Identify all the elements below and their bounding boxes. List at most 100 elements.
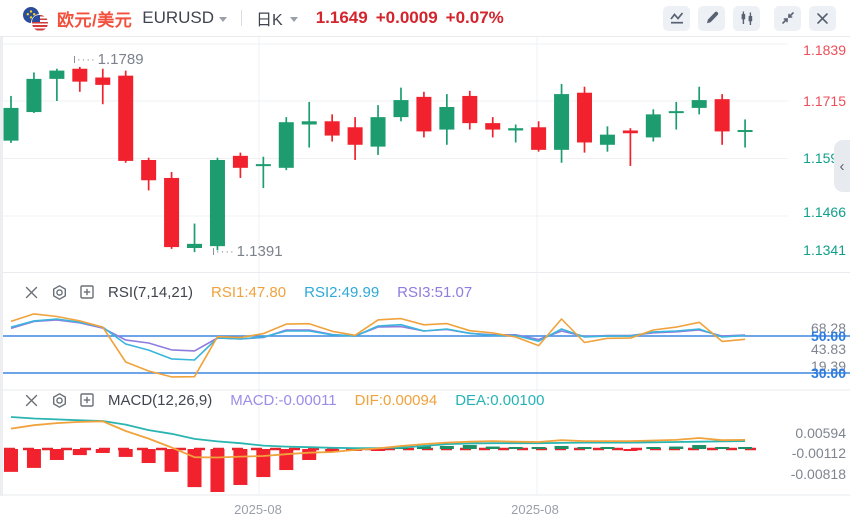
- macd-scale-label: 0.00594: [795, 425, 846, 441]
- macd-add-button[interactable]: [78, 391, 96, 409]
- candle-body: [209, 159, 225, 247]
- candle-body: [393, 100, 409, 118]
- price-change-percent: +0.07%: [445, 8, 504, 27]
- price-axis-label: 1.1715: [803, 93, 846, 109]
- macd-value: MACD:-0.00011: [230, 391, 337, 409]
- candle-body: [347, 127, 363, 145]
- rsi1-line: [10, 313, 746, 378]
- macd-histogram-bar: [715, 447, 730, 449]
- candle-body: [737, 130, 753, 133]
- macd-scale-label: -0.00818: [790, 466, 846, 482]
- rsi-add-button[interactable]: [78, 283, 96, 301]
- high-price-label: 1.1789: [97, 51, 144, 68]
- time-axis-label: 2025-08: [234, 502, 282, 517]
- symbol-info: 欧元/美元 EURUSD 日K 1.1649 +0.0009 +0.07%: [0, 5, 504, 32]
- pair-name-chinese: 欧元/美元: [57, 10, 133, 30]
- candle-body: [508, 128, 524, 131]
- macd-histogram-bar: [371, 449, 386, 451]
- macd-histogram-bar: [508, 447, 523, 449]
- macd-histogram-bar: [577, 447, 592, 449]
- candle-body: [691, 100, 707, 108]
- last-price: 1.1649: [315, 8, 368, 27]
- annotation-tick: [213, 248, 214, 255]
- candle-body: [49, 70, 65, 79]
- price-axis-label: 1.1839: [803, 42, 846, 58]
- candle-body: [118, 75, 134, 161]
- candle-body: [531, 127, 547, 150]
- candlestick-icon: [741, 11, 752, 25]
- annotation-tick: [74, 56, 75, 63]
- price-axis-label: 1.1341: [803, 242, 846, 258]
- gear-icon: [52, 284, 66, 300]
- gear-icon: [52, 392, 66, 408]
- chevron-down-icon: [219, 16, 228, 22]
- plus-square-icon: [80, 393, 94, 407]
- chart-header: 欧元/美元 EURUSD 日K 1.1649 +0.0009 +0.07%: [0, 0, 850, 37]
- draw-button[interactable]: [698, 5, 725, 31]
- macd-histogram-bar: [325, 449, 340, 453]
- candle-body: [554, 94, 570, 150]
- macd-pane-header: MACD(12,26,9) MACD:-0.00011 DIF:0.00094 …: [22, 389, 544, 411]
- macd-histogram-bar: [233, 449, 248, 485]
- pair-code: EURUSD: [142, 8, 215, 27]
- timeframe-selector[interactable]: 日K: [256, 6, 298, 30]
- candle-body: [141, 159, 157, 181]
- candle-body: [232, 155, 248, 168]
- plus-square-icon: [80, 285, 94, 299]
- draw-icon: [706, 11, 718, 24]
- macd-histogram-bar: [439, 445, 454, 449]
- rsi-close-button[interactable]: [22, 283, 40, 301]
- rsi-scale-label: 43.83: [810, 341, 846, 357]
- high-price-annotation: ···· 1.1789: [74, 51, 144, 68]
- panel-collapse-tab[interactable]: ‹: [834, 140, 850, 192]
- candle-body: [577, 92, 592, 143]
- candle-body: [301, 121, 317, 125]
- chevron-left-icon: ‹: [839, 157, 845, 175]
- close-button[interactable]: [809, 5, 836, 31]
- macd-settings-button[interactable]: [50, 391, 68, 409]
- macd-histogram-bar: [141, 449, 156, 464]
- rsi2-line: [10, 318, 746, 361]
- rsi-scale-label: 19.39: [810, 358, 846, 374]
- price-axis-label: 1.1466: [803, 204, 846, 220]
- candle-body: [599, 134, 615, 145]
- macd-histogram-bar: [692, 445, 707, 449]
- indicator-icon: [669, 12, 683, 24]
- currency-pair-flag-icon: [22, 5, 49, 32]
- indicator-button[interactable]: [663, 5, 690, 31]
- macd-histogram-bar: [72, 449, 87, 456]
- candle-body: [95, 77, 111, 85]
- macd-histogram-bar: [623, 449, 638, 451]
- dea-value: DEA:0.00100: [455, 391, 545, 409]
- chart-plot-area[interactable]: [0, 36, 850, 523]
- price-change: +0.0009: [375, 8, 438, 27]
- macd-histogram-bar: [738, 447, 753, 449]
- chevron-down-icon: [289, 16, 298, 22]
- macd-histogram-bar: [4, 449, 18, 472]
- candle-body: [26, 78, 42, 113]
- candle-body: [714, 99, 730, 132]
- time-axis-label: 2025-08: [511, 502, 559, 517]
- rsi-title: RSI(7,14,21): [108, 283, 194, 301]
- symbol-selector[interactable]: EURUSD: [140, 8, 228, 28]
- macd-close-button[interactable]: [22, 391, 40, 409]
- rsi-settings-button[interactable]: [50, 283, 68, 301]
- macd-histogram-bar: [164, 449, 179, 472]
- dif-line: [10, 420, 746, 459]
- macd-histogram-bar: [26, 449, 41, 468]
- collapse-button[interactable]: [774, 5, 801, 31]
- macd-histogram-bar: [187, 449, 202, 488]
- chart-body: 1.1839 1.1715 1.1590 1.1466 1.1341 ···· 1.17…: [0, 36, 850, 523]
- rsi-level-label: 50.00: [810, 328, 846, 344]
- low-price-annotation: ···· 1.1391: [213, 243, 283, 260]
- header-divider: [241, 10, 243, 26]
- candle-body: [416, 96, 432, 132]
- chart-style-button[interactable]: [733, 5, 760, 31]
- candle-body: [324, 121, 340, 136]
- candle-body: [187, 243, 203, 249]
- candle-body: [462, 95, 478, 124]
- macd-histogram-bar: [256, 449, 271, 478]
- macd-histogram-bar: [485, 446, 500, 449]
- candle-body: [668, 111, 684, 114]
